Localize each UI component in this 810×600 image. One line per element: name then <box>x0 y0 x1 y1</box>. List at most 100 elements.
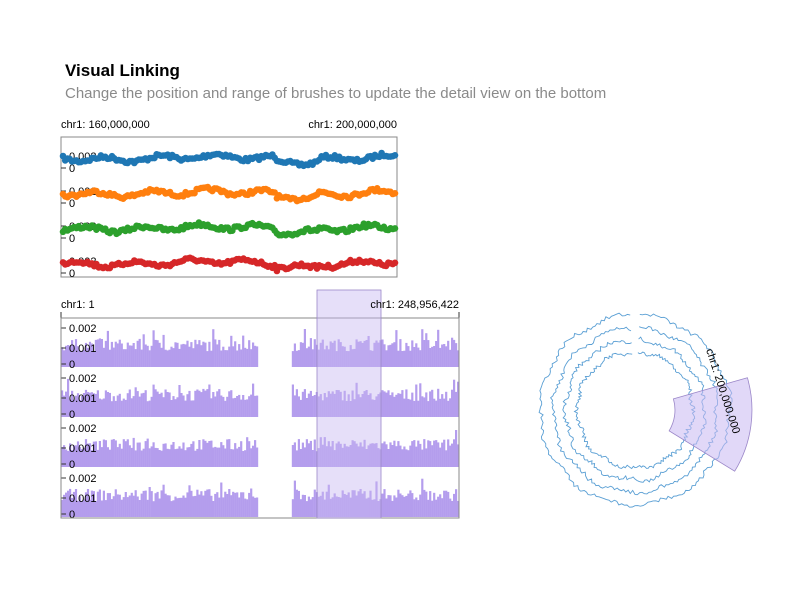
overview-bar <box>162 334 165 367</box>
overview-bar <box>186 447 189 467</box>
overview-bar <box>194 390 197 417</box>
overview-bar <box>413 347 416 367</box>
overview-bar <box>116 343 119 367</box>
overview-bar <box>301 342 304 367</box>
overview-bar <box>421 396 424 417</box>
overview-bar <box>234 341 237 367</box>
overview-bar <box>393 440 396 467</box>
overview-bar <box>377 448 380 467</box>
overview-bar <box>431 346 434 367</box>
overview-bar <box>453 339 456 367</box>
overview-bar <box>154 493 157 517</box>
overview-bar <box>341 447 344 467</box>
overview-bar <box>293 480 296 517</box>
overview-bar <box>100 399 103 417</box>
overview-bar <box>218 447 221 467</box>
overview-bar <box>69 443 72 467</box>
overview-bar <box>122 439 125 467</box>
overview-bar <box>379 340 382 367</box>
overview-bar <box>387 495 390 517</box>
overview-bar <box>224 400 227 417</box>
overview-bar <box>401 390 404 417</box>
overview-bar <box>126 393 129 417</box>
overview-bar <box>387 390 390 417</box>
overview-bar <box>236 492 239 517</box>
overview-bar <box>238 344 241 367</box>
overview-bar <box>140 349 143 367</box>
overview-bar <box>379 449 382 467</box>
overview-bar <box>142 490 145 517</box>
overview-bar <box>90 343 93 367</box>
overview-bar <box>323 349 326 367</box>
overview-bar <box>212 501 215 517</box>
overview-bar <box>429 391 432 417</box>
overview-bar <box>176 342 179 367</box>
overview-bar <box>327 441 330 467</box>
overview-bar <box>256 447 259 467</box>
overview-bar <box>234 397 237 417</box>
overview-bar <box>421 329 424 367</box>
overview-bar <box>186 394 189 417</box>
overview-bar <box>136 391 139 417</box>
overview-bar <box>391 500 394 517</box>
overview-bar <box>375 481 378 517</box>
overview-bar <box>449 498 452 517</box>
overview-bar <box>168 495 171 517</box>
overview-bar <box>425 448 428 467</box>
overview-bar <box>200 491 203 517</box>
overview-bar <box>363 391 366 417</box>
overview-bar <box>134 387 137 417</box>
overview-bar <box>114 489 117 517</box>
overview-bar <box>122 349 125 367</box>
overview-bar <box>409 350 412 367</box>
overview-bar <box>82 499 86 517</box>
overview-bar <box>246 499 249 517</box>
overview-bar <box>124 399 127 417</box>
overview-bar <box>295 489 298 517</box>
overview-bar <box>383 489 386 517</box>
overview-bar <box>351 440 354 467</box>
overview-bar <box>240 441 243 467</box>
overview-bar <box>413 400 416 417</box>
overview-bar <box>361 342 364 367</box>
overview-bar <box>104 440 107 467</box>
overview-bar <box>208 341 211 367</box>
overview-bar <box>351 490 354 517</box>
overview-bar <box>154 447 157 467</box>
overview-bar <box>80 350 84 367</box>
overview-bar <box>92 351 95 367</box>
overview-bar <box>381 443 384 467</box>
overview-bar <box>184 344 187 367</box>
overview-bar <box>291 384 294 417</box>
overview-bar <box>100 447 103 467</box>
overview-bar <box>96 390 99 417</box>
overview-bar <box>71 340 74 367</box>
overview-bar <box>252 383 255 417</box>
overview-bar <box>291 351 294 367</box>
overview-y-tick-label: 0 <box>69 359 75 371</box>
overview-bar <box>457 350 460 367</box>
overview-bar <box>86 392 90 417</box>
overview-bar <box>311 497 314 517</box>
overview-bar <box>118 494 121 517</box>
overview-bar <box>391 445 394 467</box>
overview-bar <box>369 350 372 367</box>
overview-bar <box>156 391 159 417</box>
overview-bar <box>194 339 197 367</box>
overview-brush[interactable] <box>316 289 382 519</box>
overview-bar <box>447 491 450 517</box>
overview-bar <box>84 389 88 417</box>
overview-bar <box>351 390 354 417</box>
overview-bar <box>192 400 195 417</box>
circular-brush[interactable] <box>668 377 753 472</box>
overview-bar <box>445 391 448 417</box>
overview-bar <box>146 499 149 517</box>
overview-bar <box>182 442 185 467</box>
overview-bar <box>329 341 332 367</box>
overview-bar <box>397 393 400 417</box>
overview-bar <box>206 351 209 367</box>
overview-bar <box>248 396 251 417</box>
